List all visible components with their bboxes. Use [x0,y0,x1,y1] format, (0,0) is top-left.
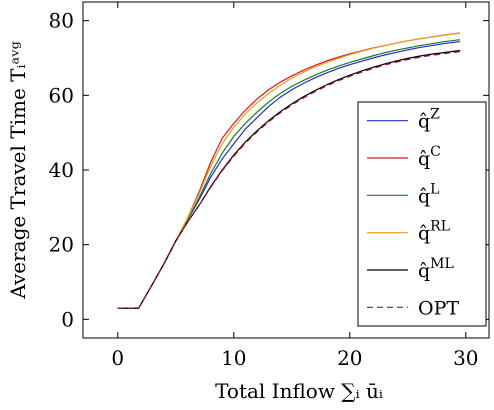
y-tick-label: 40 [49,158,74,182]
axis-ticks: 0 10 20 30 0 20 40 60 80 [49,2,489,370]
legend-box [357,101,487,327]
legend-label: q̂L [418,181,439,207]
x-tick-label: 20 [337,346,362,370]
series-line-rl [117,32,461,309]
legend-label: OPT [418,297,459,319]
legend-label: q̂Z [418,107,440,133]
y-tick-label: 60 [49,83,74,107]
legend-label: q̂RL [418,219,450,245]
legend-label: q̂C [418,144,441,170]
y-axis-label: Average Travel Time Tᵢᵃᵛᵍ [6,41,30,299]
series-line-l [117,39,461,309]
x-tick-label: 30 [453,346,478,370]
x-tick-label: 0 [111,346,124,370]
y-tick-label: 0 [61,307,74,331]
legend-label: q̂ML [418,256,454,282]
x-tick-label: 10 [221,346,246,370]
x-axis-label: Total Inflow ∑ᵢ ūᵢ [215,379,383,403]
y-tick-label: 20 [49,233,74,257]
legend: q̂Z q̂C q̂L q̂RL q̂ML OPT [357,101,487,327]
series-lines [117,32,461,309]
series-line-opt [117,51,461,309]
y-tick-label: 80 [49,9,74,33]
